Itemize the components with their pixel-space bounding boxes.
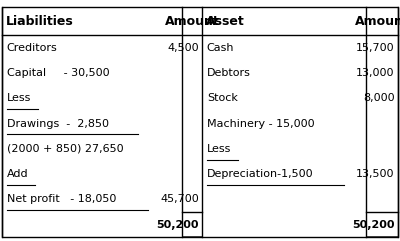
Text: 4,500: 4,500 xyxy=(167,43,199,53)
Text: Depreciation-1,500: Depreciation-1,500 xyxy=(207,169,314,179)
Text: 8,000: 8,000 xyxy=(363,93,395,103)
Text: Drawings  -  2,850: Drawings - 2,850 xyxy=(7,119,109,128)
Text: Liabilities: Liabilities xyxy=(6,15,74,27)
Text: Asset: Asset xyxy=(206,15,245,27)
Text: 13,500: 13,500 xyxy=(356,169,395,179)
Text: Add: Add xyxy=(7,169,28,179)
Text: 50,200: 50,200 xyxy=(352,220,395,230)
FancyBboxPatch shape xyxy=(2,7,398,237)
Text: Machinery - 15,000: Machinery - 15,000 xyxy=(207,119,314,128)
Text: Stock: Stock xyxy=(207,93,238,103)
Text: 45,700: 45,700 xyxy=(160,194,199,204)
Text: Net profit   - 18,050: Net profit - 18,050 xyxy=(7,194,116,204)
Text: Less: Less xyxy=(7,93,31,103)
Text: Cash: Cash xyxy=(207,43,234,53)
Text: 50,200: 50,200 xyxy=(156,220,199,230)
Text: Amount: Amount xyxy=(355,15,400,27)
Text: Amount: Amount xyxy=(165,15,219,27)
Text: Creditors: Creditors xyxy=(7,43,58,53)
Text: (2000 + 850) 27,650: (2000 + 850) 27,650 xyxy=(7,144,124,154)
Text: Debtors: Debtors xyxy=(207,68,251,78)
Text: Capital     - 30,500: Capital - 30,500 xyxy=(7,68,110,78)
Text: 13,000: 13,000 xyxy=(356,68,395,78)
Text: 15,700: 15,700 xyxy=(356,43,395,53)
Text: Less: Less xyxy=(207,144,231,154)
